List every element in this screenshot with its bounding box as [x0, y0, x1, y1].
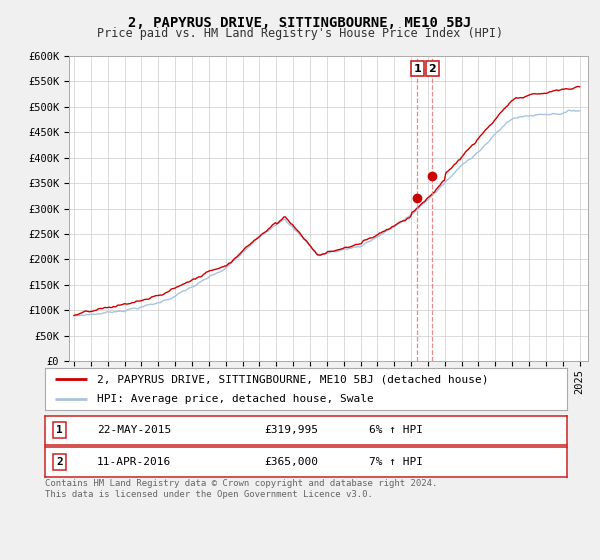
Text: HPI: Average price, detached house, Swale: HPI: Average price, detached house, Swal… [97, 394, 374, 404]
Text: 11-APR-2016: 11-APR-2016 [97, 457, 172, 467]
Text: 2, PAPYRUS DRIVE, SITTINGBOURNE, ME10 5BJ: 2, PAPYRUS DRIVE, SITTINGBOURNE, ME10 5B… [128, 16, 472, 30]
Text: 1: 1 [413, 64, 421, 74]
Text: Contains HM Land Registry data © Crown copyright and database right 2024.
This d: Contains HM Land Registry data © Crown c… [45, 479, 437, 499]
Text: 6% ↑ HPI: 6% ↑ HPI [368, 425, 422, 435]
Text: £365,000: £365,000 [264, 457, 318, 467]
Text: £319,995: £319,995 [264, 425, 318, 435]
Text: 2: 2 [428, 64, 436, 74]
Text: 22-MAY-2015: 22-MAY-2015 [97, 425, 172, 435]
Text: 1: 1 [56, 425, 63, 435]
Text: 2: 2 [56, 457, 63, 467]
Text: 7% ↑ HPI: 7% ↑ HPI [368, 457, 422, 467]
Text: Price paid vs. HM Land Registry's House Price Index (HPI): Price paid vs. HM Land Registry's House … [97, 27, 503, 40]
Text: 2, PAPYRUS DRIVE, SITTINGBOURNE, ME10 5BJ (detached house): 2, PAPYRUS DRIVE, SITTINGBOURNE, ME10 5B… [97, 374, 488, 384]
